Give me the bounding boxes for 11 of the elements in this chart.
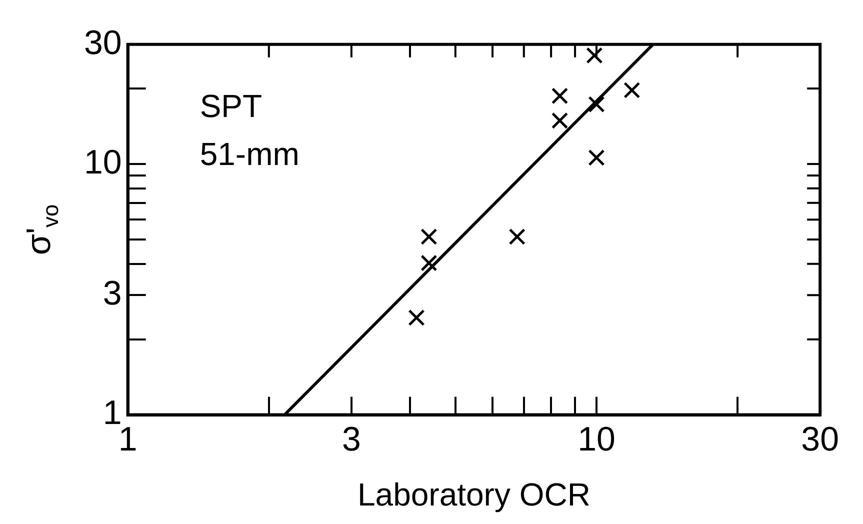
y-tick-label: 10 — [84, 143, 122, 182]
y-axis-title: σ'vo — [20, 204, 63, 255]
y-tick-label: 3 — [102, 274, 122, 313]
annotation: SPT — [200, 88, 262, 124]
x-tick-label: 30 — [801, 420, 840, 459]
annotation: 51-mm — [200, 136, 300, 172]
y-tick-label: 30 — [84, 24, 122, 62]
y-tick-label: 1 — [102, 394, 122, 432]
x-tick-label: 10 — [578, 420, 616, 459]
x-tick-label: 3 — [342, 420, 361, 459]
x-axis-title: Laboratory OCR — [357, 476, 590, 513]
